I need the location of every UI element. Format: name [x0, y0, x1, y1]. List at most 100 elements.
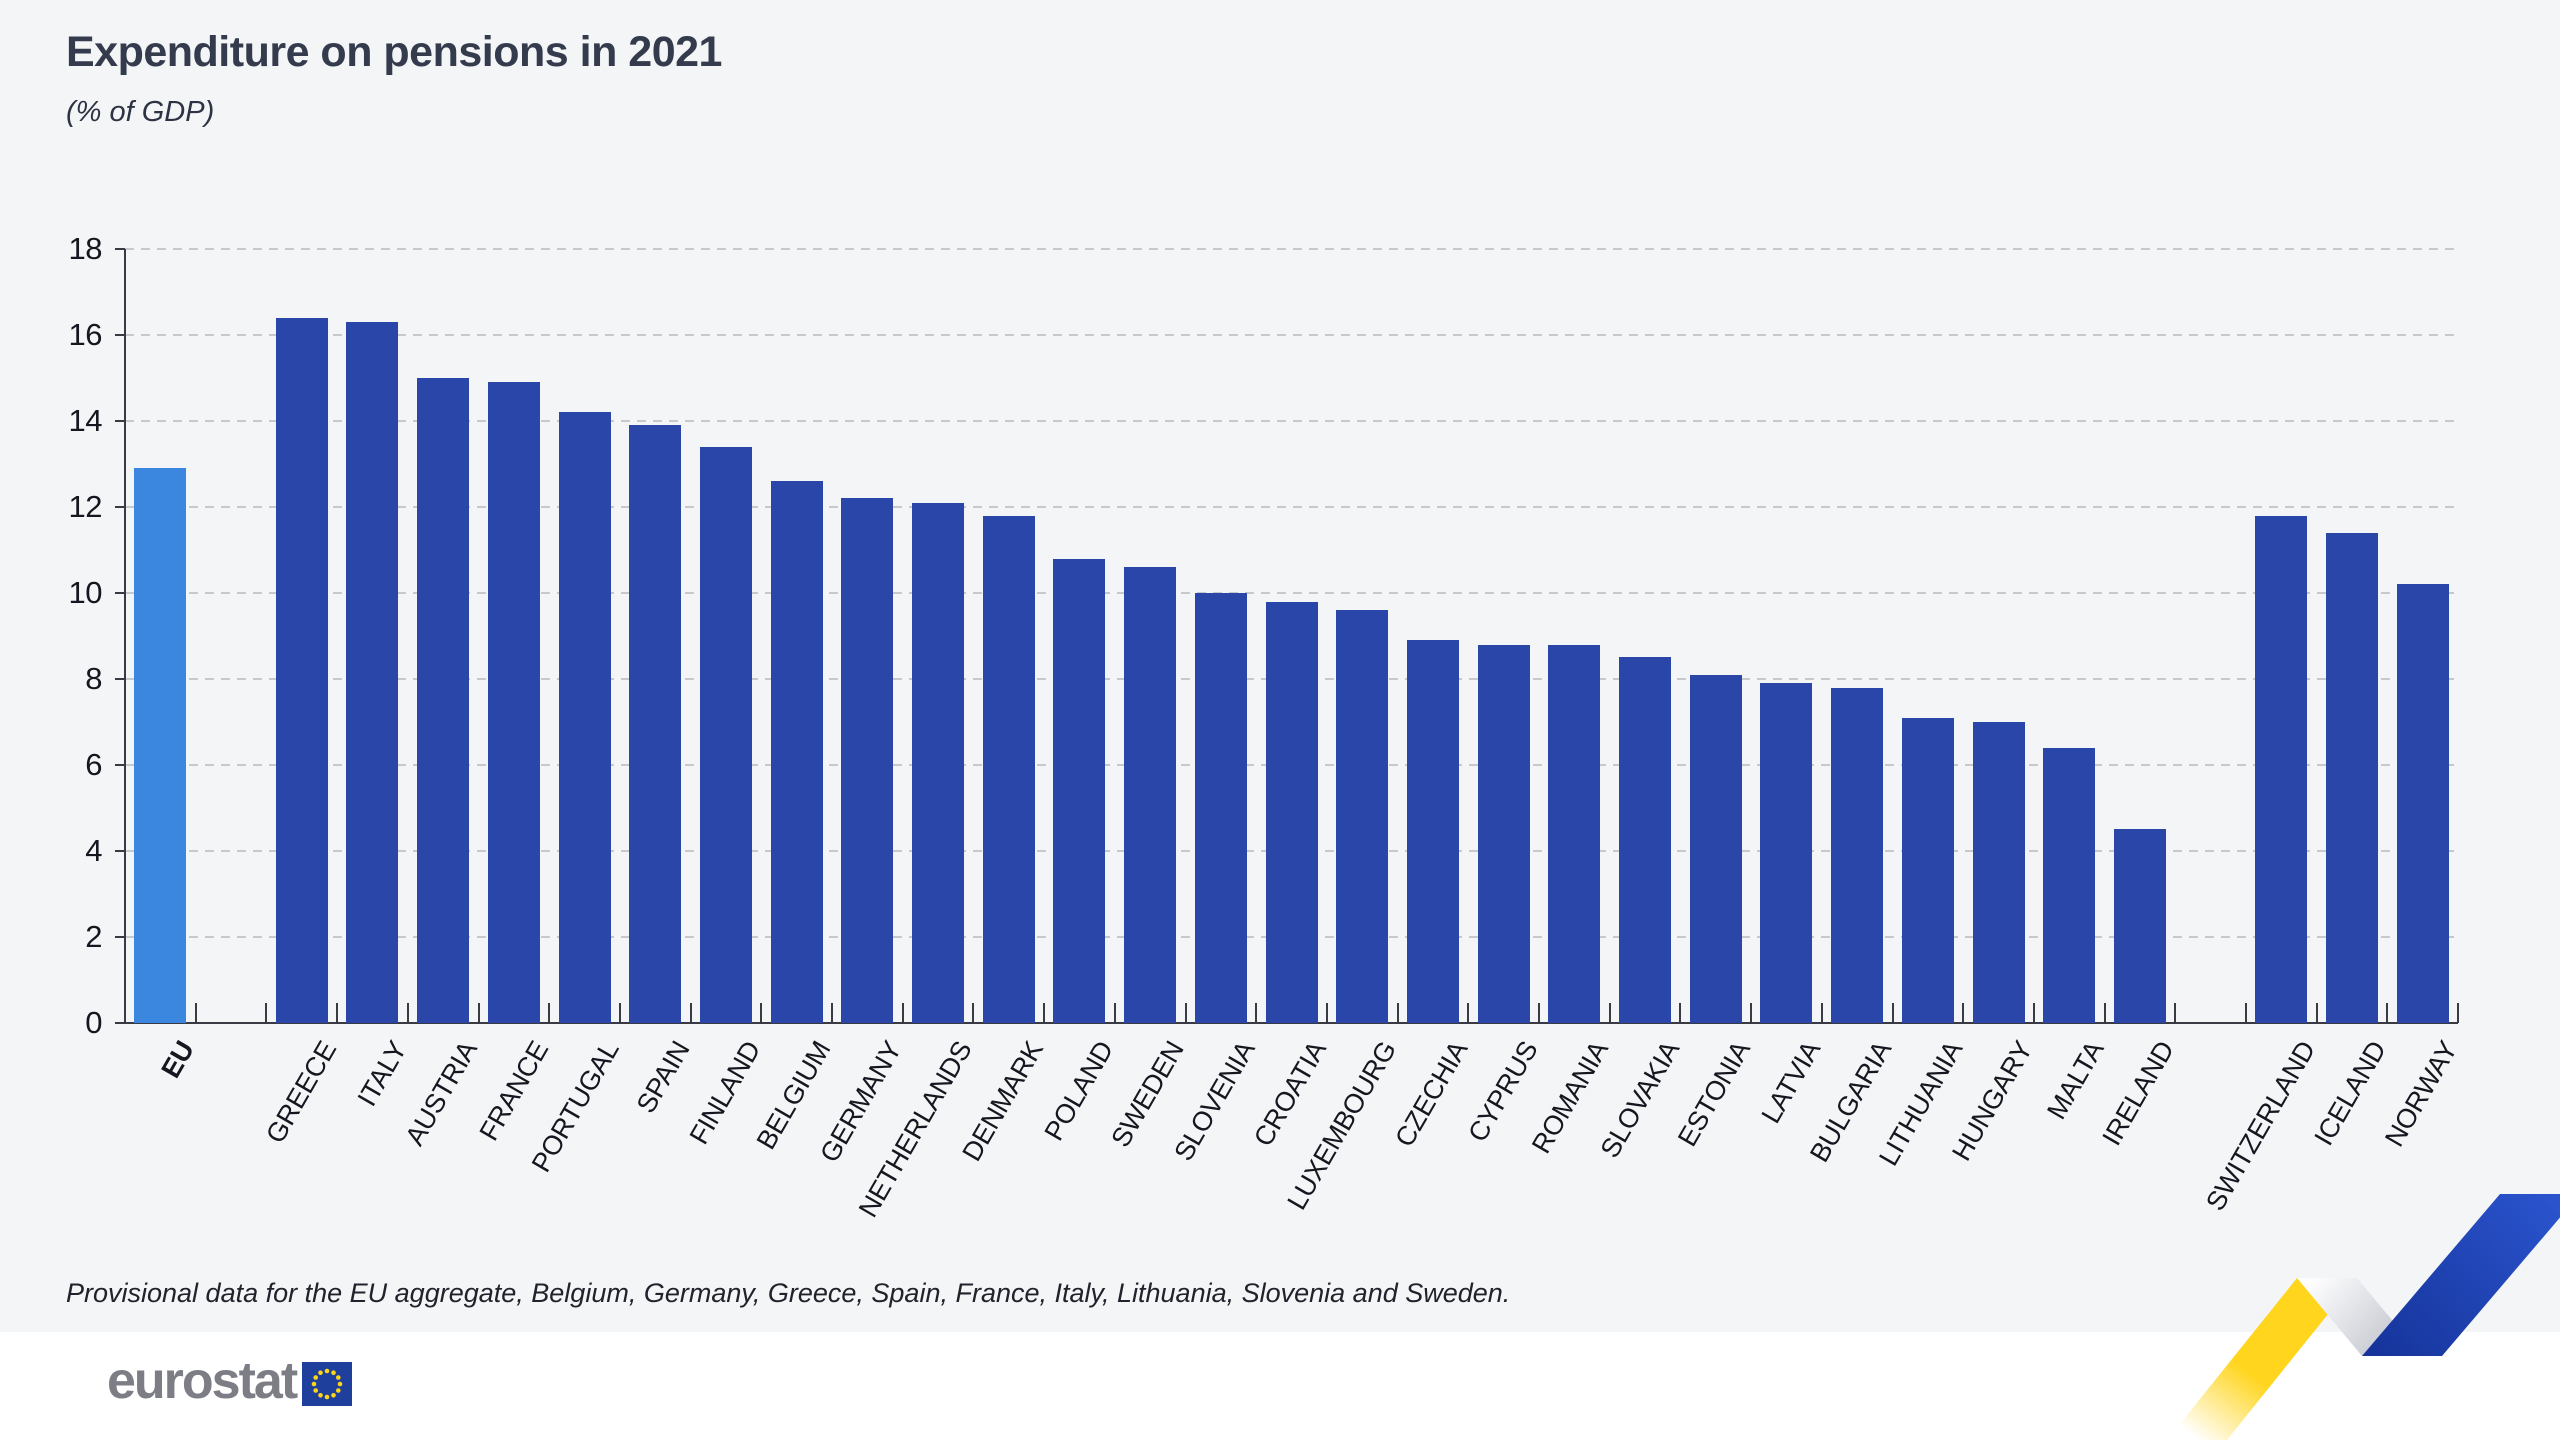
gridline-10	[125, 592, 2459, 594]
ribbon-decoration	[2167, 1194, 2560, 1440]
x-axis-tick	[1820, 1003, 1823, 1023]
x-axis-label-spain: SPAIN	[630, 1036, 696, 1119]
y-axis-label-8: 8	[85, 661, 102, 696]
x-axis-tick	[2103, 1003, 2106, 1023]
x-axis-tick	[1325, 1003, 1328, 1023]
bar-croatia	[1266, 602, 1318, 1023]
x-axis-tick	[1396, 1003, 1399, 1023]
x-axis-tick	[1750, 1003, 1753, 1023]
x-axis-label-italy: ITALY	[351, 1036, 413, 1112]
y-axis-tick	[115, 248, 125, 250]
gridline-12	[125, 506, 2459, 508]
ribbon-blue-segment	[2362, 1194, 2560, 1356]
bar-belgium	[771, 481, 823, 1023]
bar-denmark	[983, 516, 1035, 1023]
x-axis-tick	[760, 1003, 763, 1023]
x-axis-tick	[1043, 1003, 1046, 1023]
bar-malta	[2043, 748, 2095, 1023]
x-axis-tick	[1467, 1003, 1470, 1023]
x-axis-tick	[618, 1003, 621, 1023]
bar-sweden	[1124, 567, 1176, 1023]
y-axis-tick	[115, 764, 125, 766]
x-axis-tick	[1538, 1003, 1540, 1023]
x-axis-tick	[901, 1003, 904, 1023]
bar-iceland	[2326, 533, 2378, 1023]
gridline-16	[125, 334, 2459, 336]
bar-norway	[2397, 584, 2449, 1023]
x-axis-tick	[194, 1003, 197, 1023]
bar-austria	[417, 378, 469, 1023]
bar-hungary	[1973, 722, 2025, 1023]
y-axis-tick	[115, 420, 125, 422]
x-axis-tick	[1679, 1003, 1682, 1023]
y-axis-label-14: 14	[68, 403, 103, 438]
x-axis-tick	[831, 1003, 833, 1023]
x-axis-label-france: FRANCE	[473, 1036, 554, 1146]
eurostat-logo: eurostat	[107, 1355, 353, 1410]
bar-ireland	[2114, 829, 2166, 1023]
gridline-14	[125, 420, 2459, 422]
x-axis-tick	[548, 1003, 551, 1023]
y-axis-label-18: 18	[68, 231, 103, 266]
x-axis-tick	[689, 1003, 692, 1023]
x-axis-tick	[1891, 1003, 1894, 1023]
x-axis-tick	[2174, 1003, 2177, 1023]
x-axis-tick	[477, 1003, 480, 1023]
ribbon-yellow-segment	[2167, 1278, 2357, 1440]
bar-netherlands	[912, 503, 964, 1023]
x-axis-tick	[1962, 1003, 1965, 1023]
bar-latvia	[1760, 683, 1812, 1023]
bar-bulgaria	[1831, 688, 1883, 1023]
bar-estonia	[1690, 675, 1742, 1023]
bar-czechia	[1407, 640, 1459, 1023]
x-axis-label-latvia: LATVIA	[1755, 1036, 1827, 1129]
gridline-18	[125, 248, 2459, 250]
bar-luxembourg	[1336, 610, 1388, 1023]
x-axis-tick	[2315, 1003, 2318, 1023]
bar-france	[488, 382, 540, 1023]
x-axis-label-eu: EU	[155, 1036, 201, 1083]
y-axis-tick	[115, 334, 125, 336]
x-axis-label-malta: MALTA	[2040, 1036, 2110, 1125]
chart-title: Expenditure on pensions in 2021	[66, 28, 722, 76]
y-axis-tick	[115, 850, 125, 852]
x-axis-label-greece: GREECE	[259, 1036, 342, 1149]
footer-band	[0, 1332, 2560, 1440]
y-axis-label-12: 12	[68, 489, 103, 524]
bar-slovakia	[1619, 657, 1671, 1023]
bar-slovenia	[1195, 593, 1247, 1023]
x-axis-tick	[265, 1003, 268, 1023]
bar-eu	[134, 468, 186, 1023]
x-axis-tick	[2245, 1003, 2247, 1023]
y-axis-label-16: 16	[68, 317, 103, 352]
bar-switzerland	[2255, 516, 2307, 1023]
footnote: Provisional data for the EU aggregate, B…	[66, 1278, 1511, 1308]
y-axis-tick	[115, 506, 125, 508]
gridline-0	[125, 1022, 2459, 1024]
x-axis-tick	[2032, 1003, 2035, 1023]
bar-finland	[700, 447, 752, 1023]
y-axis-label-10: 10	[68, 575, 103, 610]
x-axis-tick	[1255, 1003, 1258, 1023]
y-axis-label-0: 0	[85, 1005, 102, 1040]
bar-romania	[1548, 645, 1600, 1023]
bar-lithuania	[1902, 718, 1954, 1023]
chart-subtitle: (% of GDP)	[66, 96, 215, 128]
y-axis-tick	[115, 678, 125, 680]
y-axis-label-4: 4	[85, 833, 102, 868]
bar-cyprus	[1478, 645, 1530, 1023]
y-axis-label-2: 2	[85, 919, 102, 954]
y-axis-tick	[115, 592, 125, 594]
bar-germany	[841, 498, 893, 1023]
x-axis-label-poland: POLAND	[1038, 1036, 1120, 1146]
x-axis-tick	[1608, 1003, 1611, 1023]
x-axis-tick	[972, 1003, 975, 1023]
y-axis-line	[124, 249, 126, 1023]
y-axis-tick	[115, 936, 125, 938]
bar-spain	[629, 425, 681, 1023]
x-axis-tick	[336, 1003, 339, 1023]
bar-portugal	[559, 412, 611, 1023]
eu-flag-icon	[302, 1362, 353, 1406]
x-axis-tick	[2386, 1003, 2389, 1023]
bar-italy	[346, 322, 398, 1023]
